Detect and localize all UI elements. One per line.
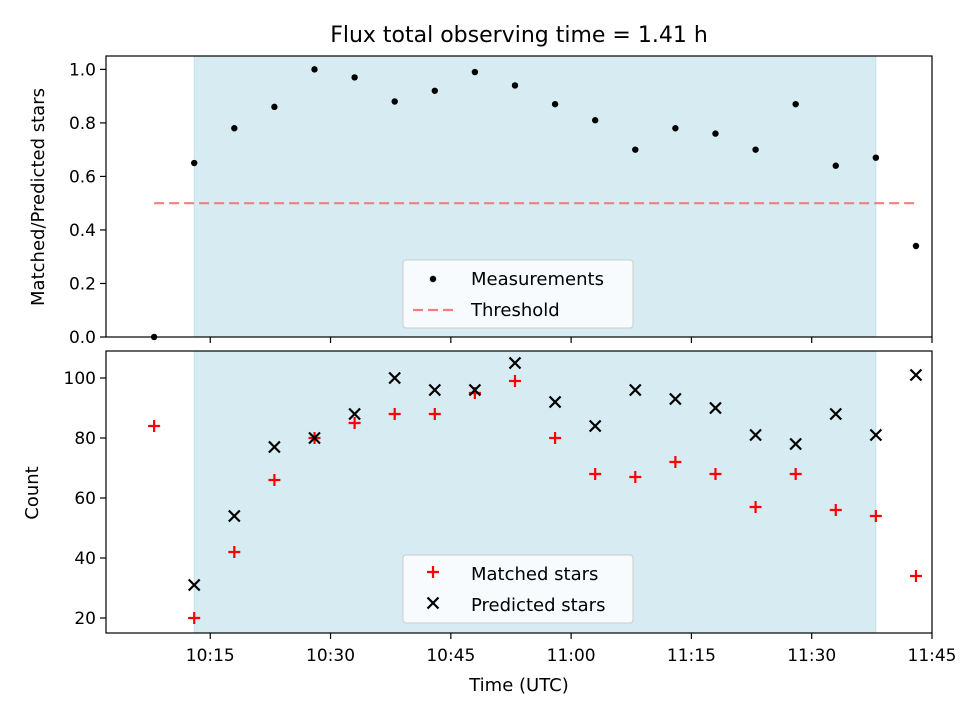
- data-point-matched: [749, 501, 762, 513]
- data-point-measurement: [632, 146, 639, 153]
- legend-box: [402, 554, 634, 624]
- data-point-matched: [669, 456, 682, 468]
- legend-marker-predicted: [426, 596, 440, 610]
- x-tick-label: 11:30: [787, 646, 836, 666]
- data-point-measurement: [311, 66, 318, 73]
- data-point-predicted: [308, 431, 321, 445]
- x-tick-label: 11:15: [667, 646, 716, 666]
- data-point-predicted: [388, 371, 401, 385]
- legend-marker-measurements: [429, 275, 437, 283]
- x-tick-label: 11:00: [547, 646, 596, 666]
- legend-label: Threshold: [470, 300, 560, 321]
- x-tick-label: 10:45: [426, 646, 475, 666]
- y-axis-label-ratio: Matched/Predicted stars: [28, 88, 49, 306]
- data-point-predicted: [869, 428, 883, 442]
- data-point-matched: [268, 474, 281, 486]
- data-point-measurement: [471, 68, 479, 76]
- x-tick-label: 10:30: [306, 646, 355, 666]
- legend-label: Measurements: [471, 269, 604, 290]
- data-point-matched: [789, 468, 802, 480]
- legend: Matched stars Predicted stars: [402, 554, 634, 624]
- data-point-matched: [549, 432, 562, 444]
- data-point-matched: [228, 546, 241, 558]
- axes-frame: [105, 350, 933, 634]
- data-point-measurement: [191, 159, 198, 167]
- data-point-matched: [148, 420, 161, 432]
- data-point-matched: [388, 408, 401, 420]
- data-point-predicted: [749, 428, 762, 442]
- y-tick-label: 1.0: [69, 60, 96, 80]
- data-point-predicted: [187, 578, 201, 592]
- y-tick-label: 0.2: [69, 274, 96, 294]
- x-axis-label: Time (UTC): [468, 675, 569, 696]
- y-tick-label: 100: [64, 369, 96, 389]
- legend-box: [402, 259, 634, 329]
- data-point-measurement: [391, 98, 398, 105]
- data-point-predicted: [669, 392, 682, 406]
- y-tick-label: 80: [74, 429, 96, 449]
- data-point-measurement: [792, 100, 799, 108]
- y-tick-label: 40: [74, 549, 96, 569]
- data-point-predicted: [508, 356, 522, 370]
- data-point-matched: [709, 468, 722, 480]
- data-point-predicted: [228, 509, 241, 523]
- data-point-measurement: [712, 130, 719, 137]
- data-point-measurement: [672, 125, 679, 132]
- data-point-predicted: [348, 407, 361, 421]
- data-point-measurement: [591, 117, 599, 124]
- y-axis-label-count: Count: [22, 466, 43, 519]
- x-tick-label: 10:15: [186, 646, 235, 666]
- count-panel: 20 40 60 80 100 10:15 10:30 10:45 11:00 11:15 11:3…: [64, 350, 957, 666]
- data-point-matched: [348, 417, 361, 429]
- data-point-measurement: [912, 242, 920, 250]
- data-point-predicted: [548, 395, 562, 409]
- data-point-predicted: [829, 407, 843, 421]
- chart-title: Flux total observing time = 1.41 h: [330, 23, 708, 48]
- legend-marker-matched: [427, 566, 439, 578]
- y-tick-label: 0.4: [69, 221, 96, 241]
- axes-frame: [105, 55, 933, 338]
- data-point-matched: [188, 612, 201, 624]
- data-point-predicted: [909, 368, 923, 382]
- data-point-predicted: [709, 401, 722, 415]
- legend-label: Matched stars: [471, 564, 598, 585]
- x-tick-label: 11:45: [908, 646, 957, 666]
- data-point-predicted: [268, 440, 281, 454]
- data-point-measurement: [752, 146, 759, 153]
- data-point-measurement: [551, 100, 559, 108]
- data-point-measurement: [231, 125, 238, 132]
- data-point-predicted: [428, 383, 442, 397]
- data-point-predicted: [629, 383, 642, 397]
- legend: Measurements Threshold: [402, 259, 634, 329]
- y-tick-label: 60: [74, 489, 96, 509]
- ratio-panel: 0.0 0.2 0.4 0.6 0.8 1.0 Measurements Threshold: [69, 55, 933, 348]
- data-point-measurement: [511, 82, 519, 89]
- data-point-predicted: [789, 437, 802, 451]
- data-point-predicted: [588, 419, 602, 433]
- y-tick-label: 20: [74, 609, 96, 629]
- data-point-measurement: [351, 74, 358, 81]
- data-point-matched: [428, 408, 441, 420]
- legend-label: Predicted stars: [471, 595, 605, 616]
- data-point-matched: [909, 570, 922, 582]
- data-point-matched: [869, 510, 882, 522]
- y-tick-label: 0.8: [69, 114, 96, 134]
- data-point-predicted: [468, 383, 482, 397]
- data-point-measurement: [832, 162, 839, 169]
- data-point-measurement: [872, 154, 880, 161]
- y-tick-label: 0.6: [69, 167, 96, 187]
- data-point-matched: [508, 375, 521, 387]
- data-point-matched: [829, 504, 842, 516]
- y-tick-label: 0.0: [69, 328, 96, 348]
- data-point-matched: [589, 468, 602, 480]
- data-point-measurement: [271, 103, 278, 111]
- data-point-matched: [629, 471, 642, 483]
- data-point-measurement: [431, 87, 438, 94]
